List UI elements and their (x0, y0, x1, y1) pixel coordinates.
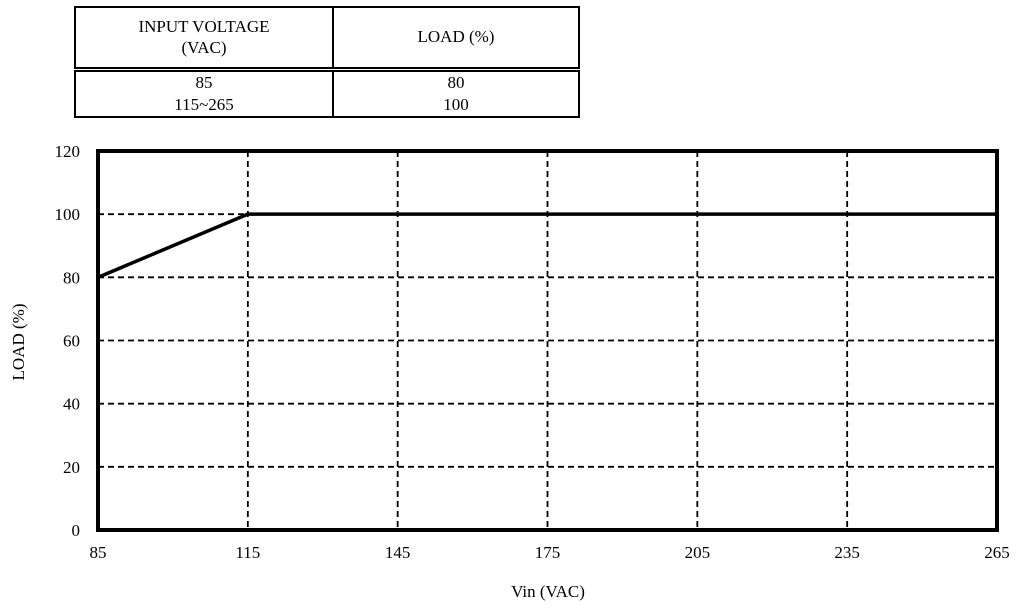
y-tick-label: 120 (55, 142, 81, 161)
input-voltage-header: INPUT VOLTAGE (VAC) (74, 6, 334, 72)
input-voltage-header-line-2: (VAC) (181, 37, 227, 57)
series-line-0 (97, 212, 997, 279)
x-tick-label: 205 (685, 543, 711, 562)
derating-table: INPUT VOLTAGE (VAC) LOAD (%) 85 80 115~2… (74, 6, 580, 118)
y-tick-label: 60 (63, 332, 80, 351)
y-tick-label: 80 (63, 268, 80, 287)
y-tick-label: 40 (63, 395, 80, 414)
x-tick-label: 265 (984, 543, 1010, 562)
y-tick-label: 0 (72, 521, 81, 540)
tick-labels: 85 115 145 175 205 235 265 0 20 40 60 80 100 120 (55, 142, 1010, 562)
y-tick-label: 20 (63, 458, 80, 477)
plot-frame (96, 149, 999, 532)
table-cell-load: 80 (332, 69, 580, 94)
x-axis-label: Vin (VAC) (511, 582, 585, 601)
table-header-row: INPUT VOLTAGE (VAC) LOAD (%) (74, 6, 580, 72)
x-tick-label: 175 (535, 543, 561, 562)
x-tick-label: 85 (90, 543, 107, 562)
y-tick-label: 100 (55, 205, 81, 224)
table-row: 115~265 100 (74, 94, 580, 118)
series-layer (97, 212, 997, 279)
grid-lines (98, 151, 997, 530)
table-cell-input: 115~265 (74, 94, 334, 118)
x-tick-label: 145 (385, 543, 411, 562)
input-voltage-header-line-1: INPUT VOLTAGE (138, 17, 270, 37)
table-row: 85 80 (74, 69, 580, 94)
table-cell-input: 85 (74, 69, 334, 94)
table-cell-load: 100 (332, 94, 580, 118)
y-axis-label: LOAD (%) (9, 304, 28, 381)
x-tick-label: 235 (834, 543, 860, 562)
x-tick-label: 115 (235, 543, 260, 562)
load-header: LOAD (%) (332, 6, 580, 72)
